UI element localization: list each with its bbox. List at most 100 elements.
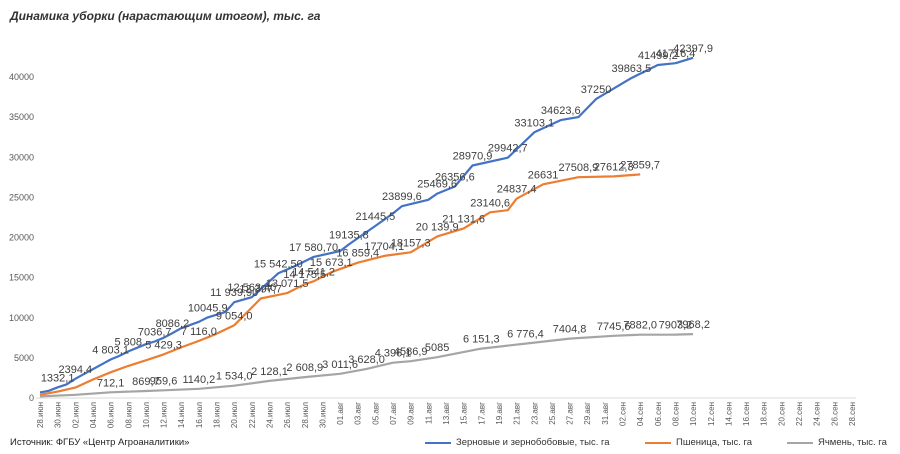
data-label-barley: 7903,2 (659, 320, 693, 332)
x-tick-label: 28.июн (36, 402, 45, 428)
data-label-wheat: 26631 (528, 169, 559, 181)
data-label-barley: 1 534,0 (216, 371, 253, 383)
y-axis: 0 5000 10000 15000 20000 25000 30000 35000 40000 (9, 72, 34, 403)
legend-swatch-wheat (645, 441, 671, 444)
data-label-barley: 6 151,3 (463, 334, 500, 346)
x-tick-label: 15.авг (460, 402, 469, 425)
data-label-grain: 1332,1 (41, 372, 75, 384)
legend-item-grain: Зерновые и зернобобовые, тыс. га (425, 437, 610, 448)
x-tick-label: 20.сен (777, 402, 786, 426)
x-axis: 28.июн 30.июн 02.июл 04.июл 06.июл 08.июл 10.и… (36, 397, 857, 428)
x-tick-label: 23.авг (530, 402, 539, 425)
x-tick-label: 12.июл (160, 402, 169, 428)
data-label-grain: 29942,7 (488, 143, 528, 155)
data-label-barley: 4586,9 (394, 346, 428, 358)
data-label-barley: 3 011,6 (322, 359, 358, 371)
data-label-wheat: 27859,7 (620, 159, 660, 171)
data-label-barley: 4 396,1 (375, 348, 412, 360)
x-tick-label: 07.авг (389, 402, 398, 425)
x-tick-label: 29.авг (583, 402, 592, 425)
data-label-grain: 5 808 (114, 336, 142, 348)
data-label-wheat: 14 541,2 (292, 266, 335, 278)
y-tick-label: 35000 (9, 112, 34, 122)
x-tick-label: 22.сен (795, 402, 804, 426)
data-label-grain: 25469,6 (417, 179, 457, 191)
data-label-barley: 2 608,9 (286, 362, 323, 374)
x-tick-label: 02.июл (71, 402, 80, 428)
data-label-grain: 10045,9 (188, 302, 228, 314)
data-label-barley: 959,6 (150, 375, 178, 387)
series-line-barley (39, 333, 694, 398)
x-tick-label: 06.июл (107, 402, 116, 428)
data-label-barley: 6 776,4 (507, 329, 544, 341)
x-tick-label: 25.авг (548, 402, 557, 425)
x-tick-label: 16.июл (195, 402, 204, 428)
data-label-wheat: 14 175,5 (283, 269, 326, 281)
data-label-wheat: 13 071,5 (266, 278, 309, 290)
y-tick-label: 10000 (9, 313, 34, 323)
legend-swatch-grain (425, 441, 451, 444)
x-tick-label: 04.сен (636, 402, 645, 426)
data-label-wheat: 15 673,1 (310, 257, 353, 269)
data-label-grain: 12 563,40 (227, 282, 276, 294)
data-label-grain: 41499,2 (638, 50, 678, 62)
y-tick-label: 25000 (9, 192, 34, 202)
x-tick-label: 18.июл (213, 402, 222, 428)
data-label-grain: 28970,9 (453, 151, 493, 163)
data-label-barley: 7745,6 (597, 321, 631, 333)
data-label-wheat: 24837,4 (497, 184, 537, 196)
data-label-barley: 712,1 (97, 377, 125, 389)
data-label-grain: 15 542,50 (254, 258, 303, 270)
x-tick-label: 28.сен (848, 402, 857, 426)
data-label-grain: 19135,8 (329, 229, 369, 241)
data-label-wheat: 23140,6 (470, 197, 510, 209)
x-tick-label: 08.июл (124, 402, 133, 428)
x-tick-label: 14.июл (177, 402, 186, 428)
data-label-barley: 7882,0 (623, 320, 657, 332)
legend-label-wheat: Пшеница, тыс. га (676, 437, 753, 448)
x-tick-label: 22.июл (248, 402, 257, 428)
data-label-barley: 3 628,0 (348, 354, 385, 366)
x-tick-label: 21.авг (513, 402, 522, 425)
x-tick-label: 06.сен (654, 402, 663, 426)
legend-label-grain: Зерновые и зернобобовые, тыс. га (456, 437, 610, 448)
source-note: Источник: ФГБУ «Центр Агроаналитики» (10, 437, 190, 448)
x-tick-label: 04.июл (89, 402, 98, 428)
data-label-barley: 7968,2 (676, 319, 710, 331)
series-line-grain (39, 56, 694, 394)
x-tick-label: 30.июл (318, 402, 327, 428)
x-tick-label: 05.авг (371, 402, 380, 425)
x-tick-label: 11.авг (424, 402, 433, 424)
series-line-wheat (39, 173, 641, 396)
x-tick-label: 20.июл (230, 402, 239, 428)
data-label-wheat: 5 429,3 (145, 339, 182, 351)
x-tick-label: 01.авг (336, 402, 345, 425)
x-tick-label: 26.июл (283, 402, 292, 428)
x-tick-label: 09.авг (407, 402, 416, 425)
x-tick-label: 10.сен (689, 402, 698, 426)
y-tick-label: 15000 (9, 273, 34, 283)
y-tick-label: 5000 (14, 353, 34, 363)
data-label-wheat: 12 397,7 (239, 284, 282, 296)
data-label-grain: 21445,5 (356, 211, 396, 223)
y-tick-label: 40000 (9, 72, 34, 82)
x-tick-label: 24.июл (265, 402, 274, 428)
data-label-grain: 7036,7 (138, 327, 172, 339)
data-label-grain: 8086,2 (156, 318, 190, 330)
data-label-wheat: 27508,9 (559, 162, 599, 174)
x-tick-label: 14.сен (724, 402, 733, 426)
x-tick-label: 28.июл (301, 402, 310, 428)
data-label-grain: 23899,6 (382, 191, 422, 203)
x-tick-label: 13.авг (442, 402, 451, 425)
data-label-grain: 34623,6 (541, 105, 581, 117)
x-tick-label: 30.июн (54, 402, 63, 428)
x-tick-label: 19.авг (495, 402, 504, 425)
data-label-wheat: 7 116,0 (181, 326, 217, 338)
data-label-wheat: 21 131,6 (442, 213, 485, 225)
x-tick-label: 08.сен (671, 402, 680, 426)
data-label-grain: 41716,4 (656, 48, 696, 60)
data-label-grain: 39863,5 (611, 63, 651, 75)
legend-swatch-barley (787, 441, 813, 444)
data-label-barley: 5085 (425, 342, 449, 354)
